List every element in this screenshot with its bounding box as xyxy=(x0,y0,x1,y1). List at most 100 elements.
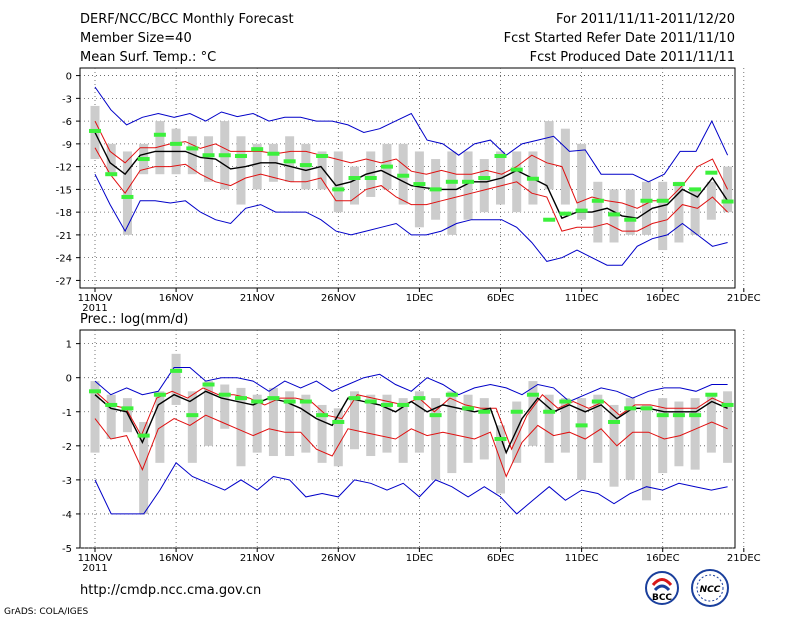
forecast-marker xyxy=(721,199,734,204)
forecast-marker xyxy=(397,173,410,178)
spread-box xyxy=(674,401,684,467)
forecast-marker xyxy=(494,154,507,158)
spread-box xyxy=(155,391,165,463)
forecast-marker xyxy=(689,187,702,192)
forecast-marker xyxy=(234,154,247,158)
forecast-marker xyxy=(526,392,539,397)
forecast-marker xyxy=(170,141,183,146)
y-tick-label: -2 xyxy=(62,442,72,453)
spread-box xyxy=(171,353,181,405)
forecast-marker xyxy=(640,198,653,203)
y-tick-label: -4 xyxy=(62,510,72,521)
spread-box xyxy=(706,181,716,220)
bcc-logo-text: BCC xyxy=(652,593,672,603)
spread-box xyxy=(350,391,360,450)
forecast-marker xyxy=(251,147,264,152)
spread-box xyxy=(577,398,587,480)
x-tick-label: 1DEC xyxy=(406,553,433,564)
variable-label: Mean Surf. Temp.: °C xyxy=(80,50,216,65)
spread-box xyxy=(447,391,457,474)
spread-box xyxy=(139,421,149,514)
forecast-marker xyxy=(510,167,523,172)
forecast-marker xyxy=(445,392,458,397)
forecast-marker xyxy=(429,413,442,418)
forecast-marker xyxy=(445,179,458,184)
spread-box xyxy=(512,401,522,463)
y-tick-label: 0 xyxy=(66,374,72,385)
spread-box xyxy=(204,381,214,446)
chart-title: DERF/NCC/BCC Monthly Forecast xyxy=(80,12,294,27)
series-line-max xyxy=(94,367,728,403)
forecast-marker xyxy=(332,187,345,192)
plot-frame xyxy=(79,329,736,549)
spread-box xyxy=(414,391,424,453)
spread-box xyxy=(106,143,116,175)
spread-box xyxy=(544,121,554,190)
y-tick-label: -3 xyxy=(62,94,72,105)
spread-box xyxy=(333,408,343,467)
x-tick-label: 11DEC xyxy=(565,293,599,304)
forecast-marker xyxy=(153,132,166,137)
forecast-marker xyxy=(251,399,264,404)
spread-box xyxy=(236,136,246,205)
forecast-marker xyxy=(364,399,377,404)
spread-box xyxy=(560,128,570,205)
y-tick-label: -18 xyxy=(56,208,72,219)
forecast-marker xyxy=(202,153,215,158)
series-line-lower xyxy=(94,414,728,478)
forecast-marker xyxy=(234,396,247,401)
forecast-marker xyxy=(170,368,183,373)
grads-credit: GrADS: COLA/IGES xyxy=(4,607,88,617)
spread-box xyxy=(658,181,668,251)
forecast-marker xyxy=(478,176,491,180)
forecast-marker xyxy=(316,413,329,418)
forecast-marker xyxy=(299,163,312,168)
forecast-marker xyxy=(656,198,669,203)
forecast-marker xyxy=(299,399,312,404)
spread-box xyxy=(414,151,424,228)
forecast-marker xyxy=(608,212,621,217)
forecast-marker xyxy=(89,128,101,133)
spread-box xyxy=(479,159,489,213)
forecast-marker xyxy=(316,154,329,158)
forecast-marker xyxy=(413,396,426,401)
y-tick-label: 1 xyxy=(66,340,72,351)
spread-box xyxy=(236,387,246,467)
spread-box xyxy=(674,181,684,243)
forecast-marker xyxy=(137,157,150,162)
x-tick-label: 16NOV xyxy=(159,553,194,564)
spread-box xyxy=(285,136,295,182)
forecast-marker xyxy=(624,217,637,222)
spread-box xyxy=(366,394,376,457)
forecast-marker xyxy=(575,208,588,213)
forecast-marker xyxy=(137,433,150,438)
forecast-marker xyxy=(705,392,718,397)
spread-box xyxy=(317,151,327,190)
spread-box xyxy=(641,181,651,235)
spread-box xyxy=(187,391,197,463)
forecast-marker xyxy=(543,217,556,222)
forecast-marker xyxy=(689,413,702,418)
spread-box xyxy=(625,189,635,235)
ncc-logo-text: NCC xyxy=(700,585,721,595)
spread-box xyxy=(333,151,343,213)
y-tick-label: -24 xyxy=(56,254,72,265)
series-line-min xyxy=(94,173,728,266)
source-url: http://cmdp.ncc.cma.gov.cn xyxy=(80,583,261,598)
spread-box xyxy=(285,391,295,457)
spread-box xyxy=(544,394,554,463)
forecast-marker xyxy=(510,409,523,414)
y-tick-label: -12 xyxy=(56,163,72,174)
forecast-marker xyxy=(397,402,410,407)
forecast-marker xyxy=(218,153,231,158)
spread-box xyxy=(350,166,360,205)
forecast-marker xyxy=(478,409,491,414)
spread-box xyxy=(625,398,635,480)
x-tick-label: 21NOV xyxy=(240,293,275,304)
forecast-marker xyxy=(364,176,377,180)
forecast-marker xyxy=(283,159,296,164)
forecast-marker xyxy=(640,406,653,411)
forecast-marker xyxy=(332,419,345,424)
spread-box xyxy=(447,151,457,235)
forecast-marker xyxy=(591,198,604,203)
